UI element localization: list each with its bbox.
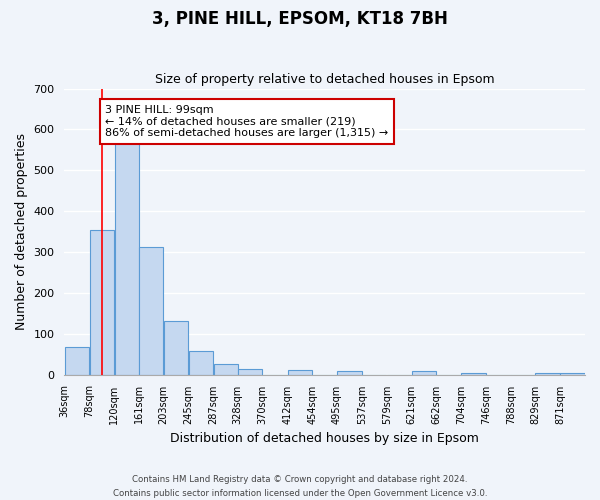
Bar	[189, 352, 213, 374]
Bar	[560, 372, 585, 374]
Bar	[115, 142, 139, 374]
Title: Size of property relative to detached houses in Epsom: Size of property relative to detached ho…	[155, 73, 494, 86]
Bar	[214, 364, 238, 374]
Text: Contains HM Land Registry data © Crown copyright and database right 2024.
Contai: Contains HM Land Registry data © Crown c…	[113, 476, 487, 498]
Bar	[337, 372, 362, 374]
Bar	[288, 370, 312, 374]
Y-axis label: Number of detached properties: Number of detached properties	[15, 133, 28, 330]
Text: 3 PINE HILL: 99sqm
← 14% of detached houses are smaller (219)
86% of semi-detach: 3 PINE HILL: 99sqm ← 14% of detached hou…	[106, 105, 389, 138]
Bar	[65, 347, 89, 374]
Bar	[238, 369, 262, 374]
Bar	[461, 372, 485, 374]
X-axis label: Distribution of detached houses by size in Epsom: Distribution of detached houses by size …	[170, 432, 479, 445]
Bar	[412, 372, 436, 374]
Bar	[139, 246, 163, 374]
Bar	[535, 372, 560, 374]
Bar	[89, 230, 114, 374]
Bar	[164, 320, 188, 374]
Text: 3, PINE HILL, EPSOM, KT18 7BH: 3, PINE HILL, EPSOM, KT18 7BH	[152, 10, 448, 28]
